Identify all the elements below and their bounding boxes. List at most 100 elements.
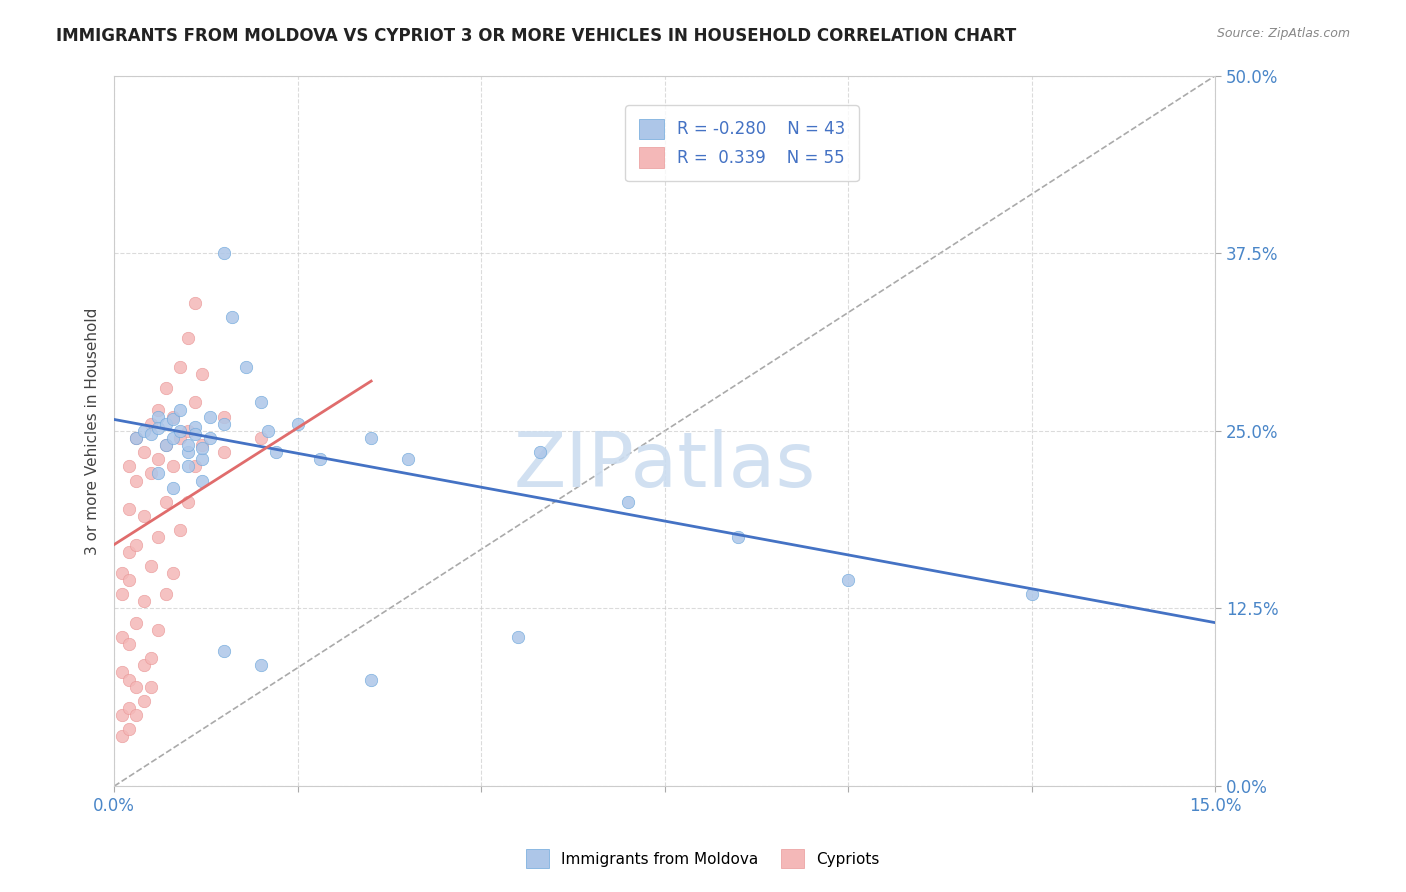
- Point: [155, 381, 177, 395]
- Point: [148, 530, 170, 544]
- Point: [169, 359, 191, 374]
- Point: [162, 412, 184, 426]
- Point: [176, 459, 198, 474]
- Point: [214, 445, 236, 459]
- Point: [176, 424, 198, 438]
- Point: [125, 431, 148, 445]
- Point: [155, 438, 177, 452]
- Point: [257, 424, 280, 438]
- Point: [169, 524, 191, 538]
- Y-axis label: 3 or more Vehicles in Household: 3 or more Vehicles in Household: [86, 307, 100, 555]
- Point: [148, 452, 170, 467]
- Point: [184, 395, 207, 409]
- Point: [162, 431, 184, 445]
- Point: [287, 417, 309, 431]
- Point: [155, 495, 177, 509]
- Point: [132, 694, 155, 708]
- Point: [132, 509, 155, 524]
- Text: IMMIGRANTS FROM MOLDOVA VS CYPRIOT 3 OR MORE VEHICLES IN HOUSEHOLD CORRELATION C: IMMIGRANTS FROM MOLDOVA VS CYPRIOT 3 OR …: [56, 27, 1017, 45]
- Point: [139, 651, 162, 665]
- Point: [176, 438, 198, 452]
- Point: [308, 452, 330, 467]
- Point: [148, 409, 170, 424]
- Point: [125, 680, 148, 694]
- Point: [118, 701, 141, 715]
- Point: [169, 424, 191, 438]
- Point: [162, 459, 184, 474]
- Point: [250, 395, 273, 409]
- Point: [250, 658, 273, 673]
- Point: [184, 296, 207, 310]
- Point: [148, 402, 170, 417]
- Point: [235, 359, 257, 374]
- Point: [155, 417, 177, 431]
- Point: [118, 637, 141, 651]
- Legend: R = -0.280    N = 43, R =  0.339    N = 55: R = -0.280 N = 43, R = 0.339 N = 55: [626, 105, 859, 181]
- Point: [214, 417, 236, 431]
- Point: [162, 566, 184, 580]
- Point: [110, 587, 132, 601]
- Point: [110, 730, 132, 744]
- Point: [162, 409, 184, 424]
- Point: [198, 409, 221, 424]
- Point: [184, 419, 207, 434]
- Point: [617, 495, 640, 509]
- Point: [139, 467, 162, 481]
- Point: [191, 452, 214, 467]
- Point: [110, 630, 132, 644]
- Point: [132, 424, 155, 438]
- Point: [139, 558, 162, 573]
- Point: [360, 673, 382, 687]
- Point: [214, 246, 236, 260]
- Point: [132, 594, 155, 608]
- Point: [125, 474, 148, 488]
- Point: [162, 481, 184, 495]
- Point: [125, 431, 148, 445]
- Point: [214, 409, 236, 424]
- Point: [155, 438, 177, 452]
- Point: [118, 459, 141, 474]
- Point: [110, 566, 132, 580]
- Point: [118, 502, 141, 516]
- Point: [110, 665, 132, 680]
- Point: [264, 445, 287, 459]
- Point: [118, 723, 141, 737]
- Point: [837, 573, 859, 587]
- Point: [110, 708, 132, 723]
- Legend: Immigrants from Moldova, Cypriots: Immigrants from Moldova, Cypriots: [519, 841, 887, 875]
- Point: [250, 431, 273, 445]
- Point: [221, 310, 243, 325]
- Point: [214, 644, 236, 658]
- Point: [727, 530, 749, 544]
- Point: [169, 402, 191, 417]
- Point: [125, 537, 148, 551]
- Point: [529, 445, 551, 459]
- Point: [139, 680, 162, 694]
- Point: [139, 417, 162, 431]
- Point: [118, 573, 141, 587]
- Point: [118, 673, 141, 687]
- Point: [169, 431, 191, 445]
- Point: [198, 431, 221, 445]
- Point: [191, 438, 214, 452]
- Point: [1021, 587, 1043, 601]
- Point: [132, 658, 155, 673]
- Point: [506, 630, 529, 644]
- Point: [191, 367, 214, 381]
- Point: [191, 441, 214, 455]
- Point: [148, 421, 170, 435]
- Point: [118, 544, 141, 558]
- Point: [176, 495, 198, 509]
- Text: ZIPatlas: ZIPatlas: [513, 429, 815, 503]
- Point: [360, 431, 382, 445]
- Point: [184, 426, 207, 441]
- Point: [139, 426, 162, 441]
- Point: [148, 623, 170, 637]
- Point: [155, 587, 177, 601]
- Point: [176, 331, 198, 345]
- Text: Source: ZipAtlas.com: Source: ZipAtlas.com: [1216, 27, 1350, 40]
- Point: [125, 708, 148, 723]
- Point: [176, 445, 198, 459]
- Point: [132, 445, 155, 459]
- Point: [125, 615, 148, 630]
